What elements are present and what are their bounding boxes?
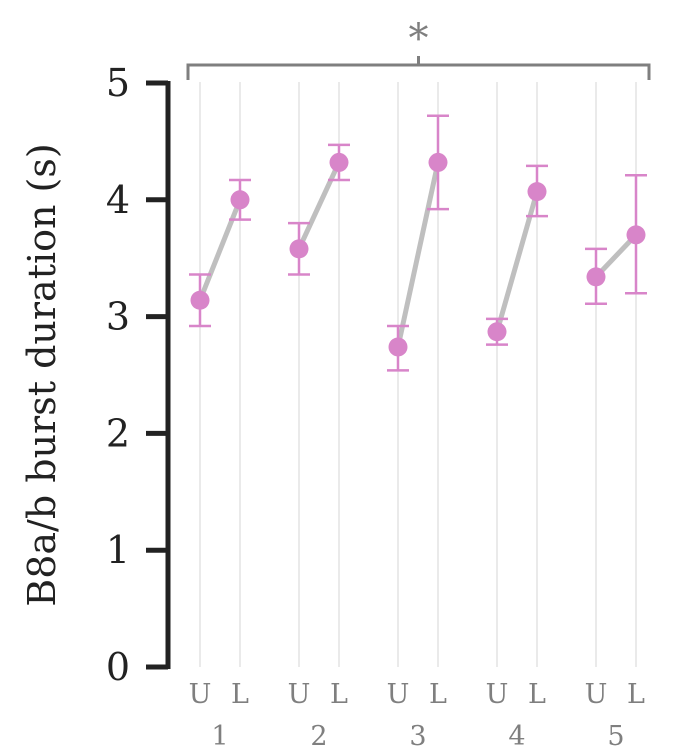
connector-line — [197, 197, 243, 303]
x-tick-label: L — [429, 679, 447, 710]
group-label: 2 — [310, 721, 327, 750]
x-tick-label: U — [387, 679, 410, 710]
x-tick-label: L — [231, 679, 249, 710]
x-tick-label: U — [585, 679, 608, 710]
y-axis-label: B8a/b burst duration (s) — [20, 143, 64, 606]
significance-bracket: * — [186, 16, 651, 80]
grid-lines — [199, 82, 637, 667]
data-point — [626, 225, 646, 245]
y-tick-label: 2 — [106, 411, 130, 455]
y-tick-label: 3 — [106, 295, 130, 339]
group-label: 3 — [409, 721, 426, 750]
significance-bracket-line — [186, 56, 651, 80]
data-point — [527, 182, 547, 202]
y-tick-label: 5 — [106, 61, 130, 105]
x-tick-label: U — [486, 679, 509, 710]
y-ticks: 0 1 2 3 4 5 — [106, 61, 168, 689]
data-point — [190, 290, 210, 310]
y-tick-label: 1 — [106, 528, 130, 572]
x-tick-label: U — [189, 679, 212, 710]
group-label: 4 — [508, 721, 525, 750]
data-series — [189, 114, 647, 372]
data-point — [428, 152, 448, 172]
data-point — [329, 152, 349, 172]
x-tick-label: L — [528, 679, 546, 710]
data-point — [586, 267, 606, 287]
y-tick-label: 0 — [106, 645, 130, 689]
connector-line — [395, 159, 441, 350]
data-point — [388, 337, 408, 357]
x-tick-label: U — [288, 679, 311, 710]
connector-line — [296, 159, 342, 252]
y-tick-label: 4 — [106, 178, 130, 222]
group-label: 5 — [607, 721, 624, 750]
x-ticks: U L1U L2U L3U L4U L5 — [189, 679, 645, 750]
connector-line — [593, 232, 639, 280]
data-point — [230, 190, 250, 210]
x-tick-label: L — [627, 679, 645, 710]
connector-line — [494, 189, 540, 335]
data-point — [487, 322, 507, 342]
significance-label: * — [409, 16, 429, 62]
data-point — [289, 239, 309, 259]
group-label: 1 — [211, 721, 228, 750]
x-tick-label: L — [330, 679, 348, 710]
